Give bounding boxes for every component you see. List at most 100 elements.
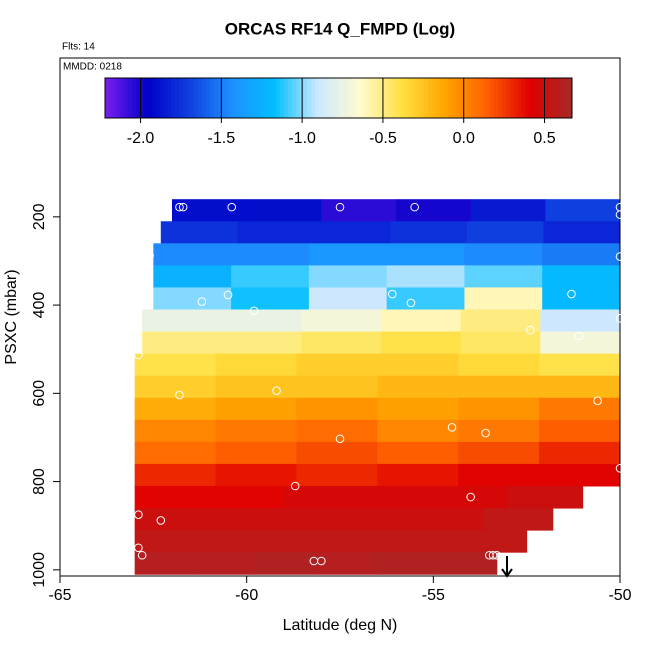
heatmap-cell xyxy=(377,441,459,465)
heatmap-cell xyxy=(458,463,540,487)
heatmap-cell xyxy=(255,552,317,575)
colorbar-cell xyxy=(470,78,476,118)
colorbar-cell xyxy=(136,78,141,118)
heatmap-cell xyxy=(221,331,302,355)
y-tick-label: 400 xyxy=(31,292,48,319)
colorbar-cell xyxy=(163,78,168,118)
heatmap-cell xyxy=(381,331,462,355)
heatmap-cell xyxy=(134,508,205,531)
heatmap-cell xyxy=(470,199,546,222)
colorbar-cell xyxy=(175,78,180,118)
colorbar-cell xyxy=(116,78,121,118)
sample-point xyxy=(223,290,233,300)
sample-point xyxy=(567,289,576,299)
sample-point xyxy=(447,423,457,432)
sample-point xyxy=(526,325,535,335)
heatmap-cell xyxy=(540,331,621,355)
colorbar-cell xyxy=(295,78,300,118)
colorbar-cell xyxy=(451,78,456,118)
heatmap-cell xyxy=(296,419,378,443)
heatmap-cell xyxy=(540,309,621,333)
sample-point xyxy=(134,350,143,360)
heatmap-cell xyxy=(436,552,498,575)
colorbar-tick-label: -1.0 xyxy=(288,130,316,147)
heatmap-cell xyxy=(200,530,266,553)
heatmap-cell xyxy=(542,243,621,266)
colorbar-cell xyxy=(132,78,137,118)
colorbar-cell xyxy=(501,78,507,118)
sample-point xyxy=(227,202,237,212)
heatmap-cell xyxy=(539,441,621,465)
colorbar-cell xyxy=(428,78,433,118)
colorbar-cell xyxy=(505,78,511,118)
sample-point xyxy=(317,556,326,566)
colorbar-cell xyxy=(334,78,339,118)
colorbar-cell xyxy=(447,78,452,118)
colorbar-cell xyxy=(260,78,265,118)
colorbar-cell xyxy=(108,78,114,118)
heatmap-cell xyxy=(153,265,232,288)
y-tick-label: 1000 xyxy=(31,552,48,588)
x-tick-label: -60 xyxy=(235,587,258,604)
heatmap-cell xyxy=(464,265,543,288)
heatmap-cell xyxy=(386,265,465,288)
heatmap-cell xyxy=(204,508,275,531)
colorbar-cell xyxy=(256,78,262,118)
sample-point xyxy=(175,202,184,212)
heatmap-cell xyxy=(215,397,297,421)
colorbar-cell xyxy=(143,78,149,118)
heatmap-cell xyxy=(209,485,285,509)
sample-point xyxy=(178,202,188,212)
plot-frame xyxy=(59,57,621,577)
colorbar-cell xyxy=(167,78,172,118)
heatmap-cell xyxy=(296,463,378,487)
colorbar-cell xyxy=(350,78,355,118)
heatmap-cell xyxy=(134,419,217,443)
colorbar-cell xyxy=(252,78,258,118)
colorbar-cell xyxy=(346,78,351,118)
sample-point xyxy=(615,314,625,323)
colorbar-cell xyxy=(439,78,444,118)
heatmap-cell xyxy=(377,463,459,487)
colorbar-cell xyxy=(482,78,487,118)
heatmap-cell xyxy=(134,552,196,575)
heatmap-cell xyxy=(301,309,382,333)
colorbar-cell xyxy=(373,78,378,118)
heatmap-cell xyxy=(377,353,459,377)
sample-point xyxy=(156,516,166,525)
heatmap-cell xyxy=(284,485,360,509)
colorbar-cell xyxy=(140,78,145,118)
colorbar-cell xyxy=(463,78,468,118)
heatmap-cell xyxy=(134,485,210,509)
colorbar-tick-label: 0.0 xyxy=(453,130,475,147)
colorbar-cell xyxy=(315,78,320,118)
colorbar-cell xyxy=(517,78,522,118)
sample-point xyxy=(488,550,498,560)
colorbar-cell xyxy=(128,78,133,118)
colorbar-cell xyxy=(287,78,293,118)
annotation: MMDD: 0218 xyxy=(63,62,122,73)
colorbar-cell xyxy=(540,78,546,118)
colorbar-cell xyxy=(435,78,441,118)
heatmap-cell xyxy=(215,353,297,377)
colorbar-cell xyxy=(478,78,483,118)
colorbar-cell xyxy=(490,78,495,118)
colorbar-cell xyxy=(544,78,550,118)
colorbar-cell xyxy=(494,78,499,118)
colorbar-cell xyxy=(190,78,195,118)
colorbar-cell xyxy=(408,78,413,118)
sample-point xyxy=(492,550,502,560)
heatmap-cell xyxy=(296,353,378,377)
heatmap xyxy=(134,199,621,575)
sample-point xyxy=(574,331,584,341)
colorbar-cell xyxy=(229,78,234,118)
colorbar-cell xyxy=(326,78,332,118)
heatmap-cell xyxy=(221,309,302,333)
sample-point xyxy=(175,390,184,400)
y-tick-label: 200 xyxy=(31,203,48,230)
heatmap-cell xyxy=(539,375,621,399)
heatmap-cell xyxy=(330,530,397,553)
colorbar-cell xyxy=(354,78,359,118)
colorbar-cell xyxy=(431,78,437,118)
sample-point xyxy=(410,202,419,212)
